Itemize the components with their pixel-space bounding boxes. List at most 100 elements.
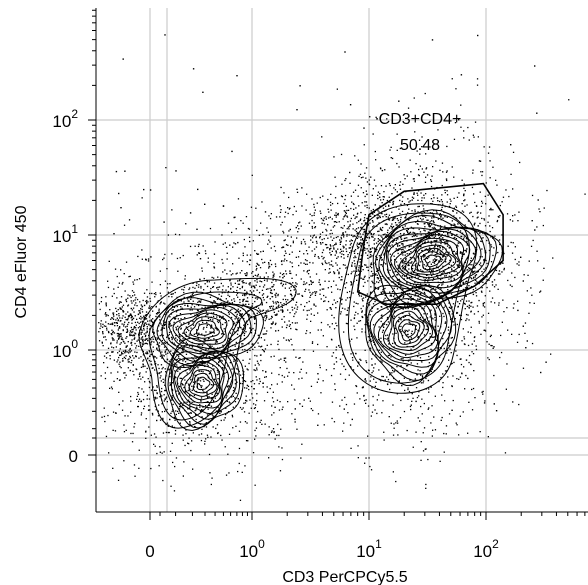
event-dot — [169, 316, 171, 318]
event-dot — [265, 310, 267, 312]
event-dot — [245, 395, 247, 397]
event-dot — [170, 293, 172, 295]
event-dot — [386, 250, 389, 252]
event-dot — [440, 376, 442, 379]
event-dot — [247, 385, 250, 387]
event-dot — [357, 457, 359, 459]
event-dot — [230, 274, 232, 276]
event-dot — [468, 139, 470, 141]
event-dot — [139, 372, 141, 374]
event-dot — [173, 490, 176, 492]
event-dot — [314, 253, 316, 256]
event-dot — [217, 378, 219, 380]
event-dot — [336, 269, 339, 271]
event-dot — [105, 321, 107, 323]
event-dot — [180, 306, 182, 308]
event-dot — [415, 260, 417, 262]
event-dot — [341, 399, 343, 401]
event-dot — [197, 310, 199, 312]
event-dot — [227, 411, 230, 413]
event-dot — [462, 411, 464, 413]
event-dot — [339, 241, 341, 243]
event-dot — [356, 222, 358, 224]
event-dot — [434, 316, 436, 319]
event-dot — [141, 258, 143, 260]
event-dot — [113, 292, 115, 295]
event-dot — [275, 306, 278, 308]
event-dot — [285, 326, 288, 329]
event-dot — [333, 363, 335, 365]
event-dot — [161, 403, 163, 405]
event-dot — [442, 171, 444, 173]
event-dot — [296, 237, 298, 239]
event-dot — [413, 235, 416, 237]
event-dot — [118, 350, 121, 352]
event-dot — [420, 192, 422, 194]
event-dot — [169, 323, 171, 326]
event-dot — [130, 300, 132, 302]
event-dot — [471, 343, 473, 345]
event-dot — [160, 375, 162, 377]
event-dot — [311, 282, 313, 284]
event-dot — [430, 240, 432, 243]
event-dot — [324, 300, 326, 302]
event-dot — [185, 335, 187, 337]
event-dot — [438, 304, 440, 306]
event-dot — [400, 325, 402, 328]
event-dot — [115, 346, 117, 348]
event-dot — [159, 303, 161, 305]
event-dot — [456, 233, 458, 236]
event-dot — [148, 405, 150, 407]
event-dot — [391, 193, 393, 195]
event-dot — [112, 317, 114, 319]
event-dot — [420, 405, 422, 408]
event-dot — [339, 243, 341, 245]
event-dot — [112, 318, 115, 320]
event-dot — [472, 306, 474, 308]
event-dot — [206, 363, 208, 365]
event-dot — [439, 251, 441, 253]
event-dot — [445, 261, 447, 263]
event-dot — [470, 277, 472, 279]
event-dot — [183, 296, 185, 299]
event-dot — [462, 282, 464, 284]
event-dot — [272, 401, 275, 403]
event-dot — [512, 401, 514, 403]
event-dot — [249, 358, 251, 360]
event-dot — [197, 377, 199, 379]
event-dot — [423, 427, 426, 429]
event-dot — [398, 208, 400, 210]
event-dot — [481, 316, 483, 318]
event-dot — [446, 365, 449, 368]
event-dot — [108, 331, 110, 334]
event-dot — [450, 264, 452, 266]
event-dot — [296, 329, 298, 331]
event-dot — [347, 226, 350, 228]
event-dot — [156, 357, 158, 359]
event-dot — [127, 361, 129, 363]
event-dot — [444, 305, 446, 307]
event-dot — [105, 303, 107, 305]
event-dot — [130, 314, 132, 316]
event-dot — [377, 215, 379, 217]
event-dot — [397, 266, 400, 268]
event-dot — [189, 245, 192, 248]
event-dot — [116, 314, 118, 316]
event-dot — [405, 214, 407, 216]
event-dot — [318, 279, 321, 281]
event-dot — [424, 92, 426, 95]
event-dot — [443, 253, 445, 255]
event-dot — [146, 296, 149, 298]
event-dot — [256, 393, 258, 395]
event-dot — [429, 229, 431, 232]
event-dot — [501, 321, 503, 323]
event-dot — [357, 269, 359, 271]
event-dot — [268, 457, 270, 459]
event-dot — [390, 225, 392, 227]
event-dot — [106, 314, 108, 316]
event-dot — [370, 267, 373, 269]
event-dot — [516, 263, 518, 265]
event-dot — [214, 327, 216, 329]
event-dot — [128, 352, 130, 354]
event-dot — [174, 233, 177, 235]
